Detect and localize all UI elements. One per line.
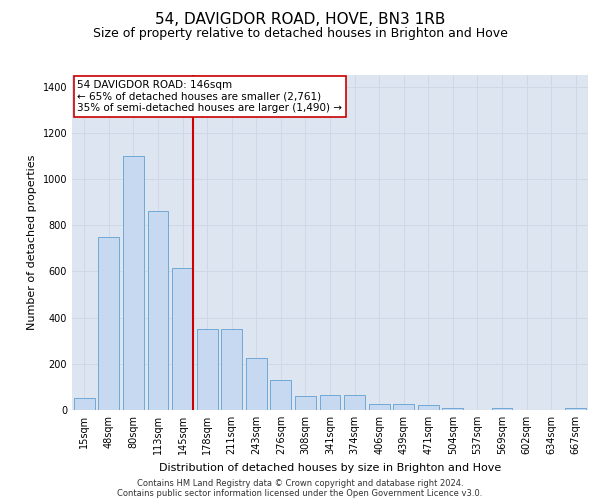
Bar xyxy=(98,236,119,410)
Bar xyxy=(418,406,439,410)
Bar xyxy=(344,395,365,410)
Bar xyxy=(74,398,95,410)
Bar xyxy=(393,404,414,410)
Bar xyxy=(295,396,316,410)
Bar xyxy=(320,395,340,410)
Text: Size of property relative to detached houses in Brighton and Hove: Size of property relative to detached ho… xyxy=(92,28,508,40)
Bar xyxy=(221,329,242,410)
Bar xyxy=(491,408,512,410)
Bar xyxy=(148,212,169,410)
Bar xyxy=(123,156,144,410)
Bar xyxy=(172,268,193,410)
Y-axis label: Number of detached properties: Number of detached properties xyxy=(27,155,37,330)
Bar xyxy=(565,408,586,410)
Bar xyxy=(442,408,463,410)
Text: 54 DAVIGDOR ROAD: 146sqm
← 65% of detached houses are smaller (2,761)
35% of sem: 54 DAVIGDOR ROAD: 146sqm ← 65% of detach… xyxy=(77,80,342,113)
Text: 54, DAVIGDOR ROAD, HOVE, BN3 1RB: 54, DAVIGDOR ROAD, HOVE, BN3 1RB xyxy=(155,12,445,28)
Bar xyxy=(246,358,267,410)
Bar xyxy=(197,329,218,410)
Bar xyxy=(271,380,292,410)
Text: Contains HM Land Registry data © Crown copyright and database right 2024.: Contains HM Land Registry data © Crown c… xyxy=(137,478,463,488)
Text: Contains public sector information licensed under the Open Government Licence v3: Contains public sector information licen… xyxy=(118,488,482,498)
X-axis label: Distribution of detached houses by size in Brighton and Hove: Distribution of detached houses by size … xyxy=(159,462,501,472)
Bar xyxy=(368,404,389,410)
